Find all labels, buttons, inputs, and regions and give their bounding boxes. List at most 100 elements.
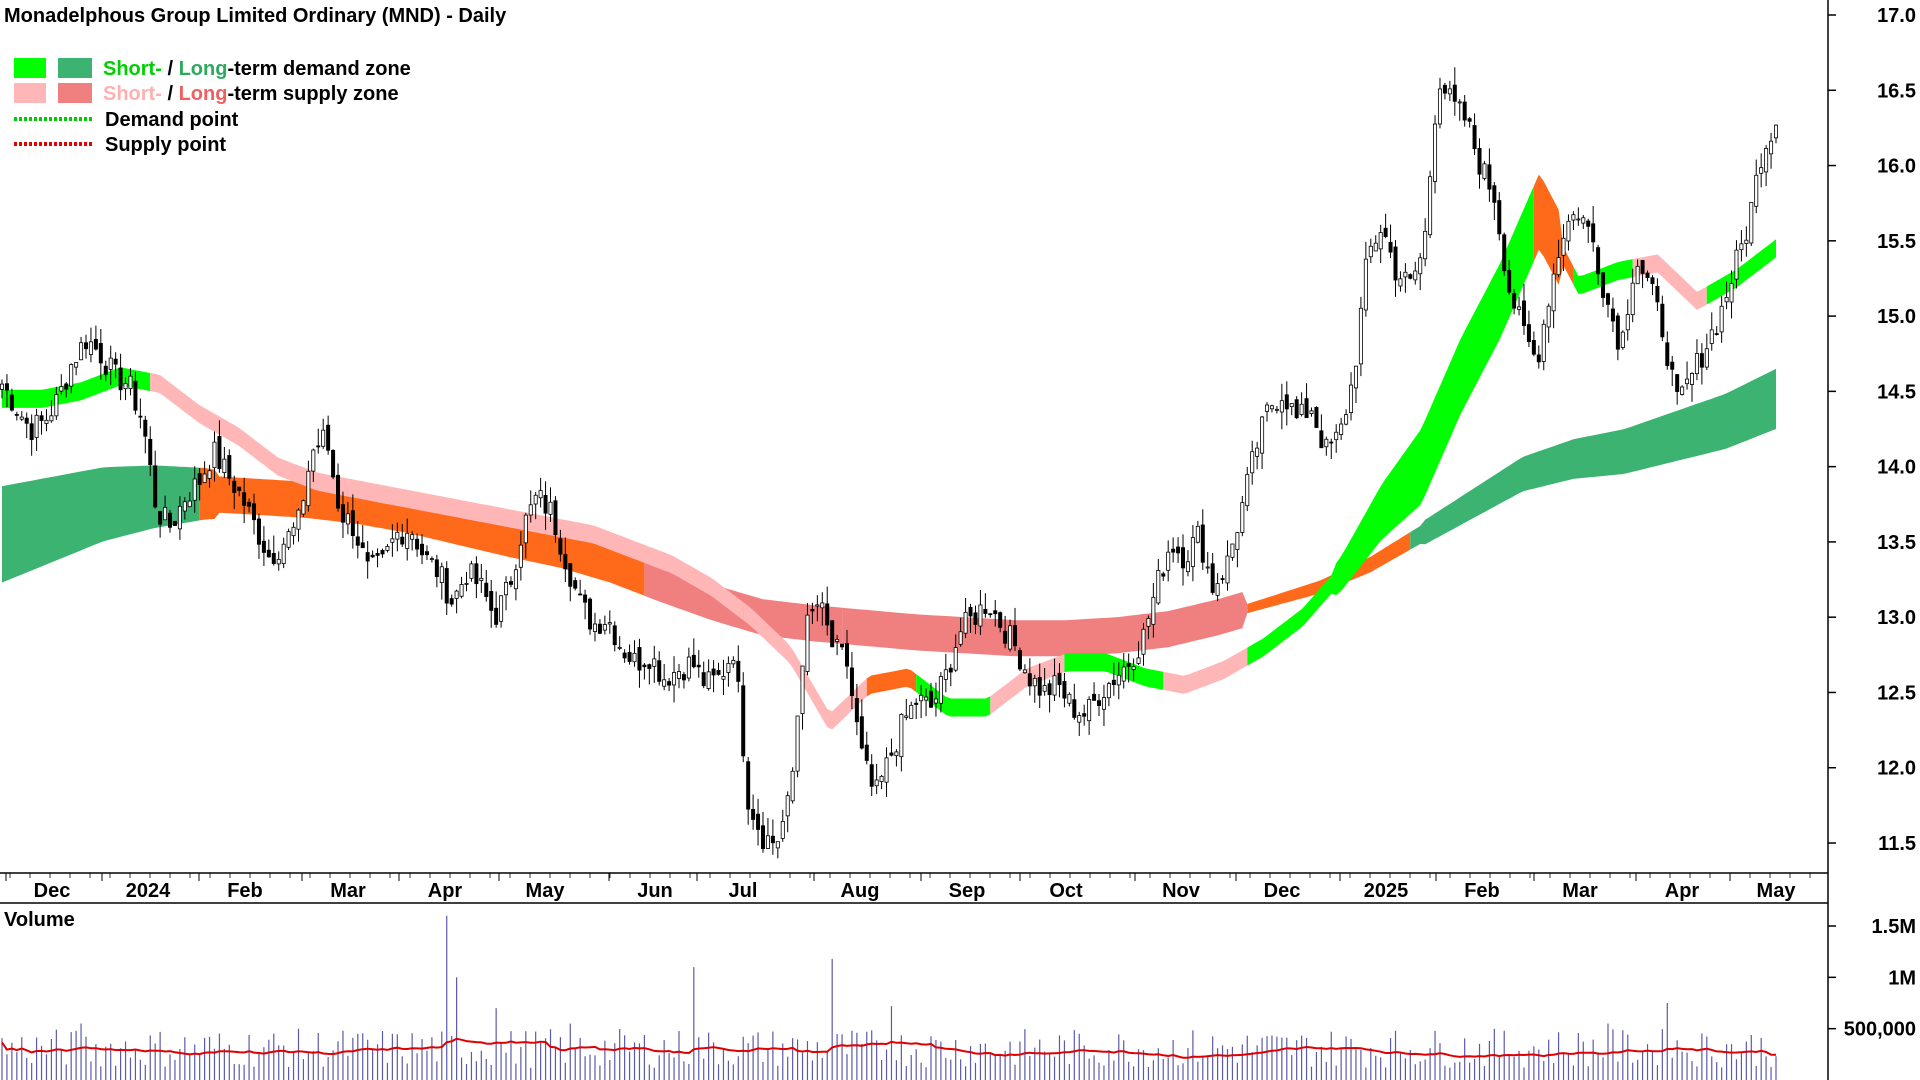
candle-body (573, 580, 578, 589)
candle-body (1744, 239, 1749, 244)
candle-body (1675, 374, 1680, 392)
long-term-zone (1247, 532, 1411, 614)
candle-body (0, 383, 4, 390)
candle-body (1324, 438, 1329, 448)
candle-body (1492, 185, 1497, 203)
candle-body (741, 685, 746, 757)
candle-body (1645, 272, 1650, 278)
candle-body (108, 357, 113, 370)
candle-body (1151, 596, 1156, 625)
candle-body (118, 367, 123, 391)
candle-body (1497, 200, 1502, 235)
candle-body (1250, 451, 1255, 474)
candle-body (1670, 361, 1675, 370)
candle-body (1279, 400, 1284, 413)
time-tick-label: May (1757, 880, 1797, 902)
candle-body (1610, 308, 1615, 322)
candle-body (1037, 676, 1042, 696)
candle-body (563, 554, 568, 570)
candle-body (158, 510, 163, 525)
price-tick-label: 14.5 (1877, 381, 1916, 403)
candle-body (1344, 414, 1349, 425)
candle-body (815, 604, 820, 607)
candle-body (874, 779, 879, 787)
legend-demand-point: Demand point (105, 109, 239, 131)
candle-body (420, 543, 425, 556)
candle-body (1161, 573, 1166, 577)
candle-body (1576, 218, 1581, 221)
candle-body (840, 643, 845, 648)
candle-body (1329, 441, 1334, 444)
price-tick-label: 14.0 (1877, 457, 1916, 479)
candle-body (345, 513, 350, 525)
candle-body (340, 504, 345, 523)
candle-body (454, 590, 459, 599)
candle-body (1111, 679, 1116, 686)
candle-body (1635, 265, 1640, 285)
candle-body (1274, 408, 1279, 411)
candle-body (1408, 274, 1413, 279)
candle-body (993, 610, 998, 615)
candle-body (168, 512, 173, 528)
candle-body (459, 584, 464, 597)
candle-body (138, 415, 143, 418)
candle-body (64, 383, 69, 390)
candle-body (726, 662, 731, 673)
candle-body (785, 795, 790, 817)
candle-body (1205, 566, 1210, 569)
candle-body (59, 386, 64, 392)
price-tick-label: 12.0 (1877, 758, 1916, 780)
candle-body (1388, 241, 1393, 253)
candle-body (1126, 663, 1131, 667)
candle-body (667, 681, 672, 686)
candle-body (904, 715, 909, 718)
price-tick-label: 13.0 (1877, 607, 1916, 629)
candle-body (1141, 628, 1146, 655)
candle-body (1413, 270, 1418, 281)
candle-body (760, 825, 765, 849)
candle-body (637, 647, 642, 671)
candle-body (602, 624, 607, 631)
candle-body (686, 656, 691, 679)
time-tick-label: Jul (729, 880, 758, 902)
price-tick-label: 16.5 (1877, 80, 1916, 102)
candle-body (775, 841, 780, 849)
legend-long-supply-swatch (58, 83, 92, 103)
candle-body (953, 647, 958, 671)
candle-body (172, 520, 177, 526)
candle-body (400, 536, 405, 545)
candle-body (1255, 447, 1260, 457)
candle-body (1067, 693, 1072, 704)
candle-body (998, 612, 1003, 628)
candle-body (1452, 84, 1457, 102)
candle-body (1551, 273, 1556, 312)
candle-body (1571, 214, 1576, 221)
long-term-zone (422, 500, 645, 596)
candle-body (968, 607, 973, 617)
candle-body (1190, 537, 1195, 567)
candle-body (395, 531, 400, 540)
candle-body (607, 622, 612, 625)
candle-body (1284, 394, 1289, 410)
candle-body (489, 591, 494, 611)
chart-title: Monadelphous Group Limited Ordinary (MND… (4, 5, 507, 27)
candle-body (1433, 123, 1438, 182)
short-term-zone (916, 674, 991, 717)
candle-body (350, 510, 355, 537)
candle-body (1319, 430, 1324, 449)
candle-body (1566, 220, 1571, 242)
candle-body (800, 665, 805, 715)
candle-body (227, 455, 232, 479)
candle-body (1097, 700, 1102, 706)
candle-body (805, 614, 810, 672)
candle-body (1087, 699, 1092, 722)
candle-body (1526, 324, 1531, 343)
candle-body (706, 671, 711, 689)
candle-body (1314, 407, 1319, 428)
candle-body (1536, 354, 1541, 363)
legend-short-demand-swatch (14, 58, 46, 78)
candle-body (34, 414, 39, 438)
candle-body (74, 362, 79, 368)
candle-body (1230, 543, 1235, 558)
candle-body (494, 607, 499, 625)
